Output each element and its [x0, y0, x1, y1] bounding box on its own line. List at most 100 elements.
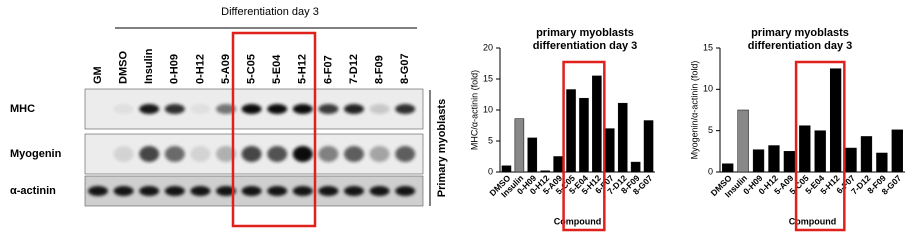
- chart-title: primary myoblasts: [536, 27, 634, 39]
- band: [318, 104, 339, 114]
- bar: [814, 130, 826, 173]
- bar: [768, 145, 780, 173]
- bar: [553, 156, 563, 173]
- bar: [527, 137, 538, 173]
- band: [267, 146, 288, 162]
- band: [241, 186, 262, 196]
- x-axis-label: Compound: [789, 216, 837, 226]
- band: [113, 146, 134, 162]
- y-axis-label: Myogenin/α-actinin (fold): [689, 61, 699, 160]
- bar: [722, 163, 734, 173]
- bar: [566, 89, 576, 173]
- lane-label: Insulin: [143, 48, 155, 84]
- band: [292, 186, 313, 196]
- bar: [540, 170, 550, 173]
- y-tick-label: 10: [703, 84, 713, 94]
- band: [216, 146, 236, 162]
- highlight-box: [794, 60, 846, 232]
- band: [164, 104, 185, 114]
- y-tick-label: 15: [483, 73, 493, 83]
- band: [113, 104, 134, 114]
- lane-label: 5-E04: [271, 54, 283, 84]
- band: [318, 146, 339, 162]
- bar: [605, 128, 615, 173]
- band: [113, 186, 134, 196]
- highlight-box: [562, 60, 606, 232]
- side-label: Primary myoblasts: [436, 99, 448, 197]
- row-label: α-actinin: [10, 185, 56, 197]
- band: [190, 146, 211, 162]
- band: [164, 186, 185, 196]
- y-tick-label: 15: [703, 42, 713, 52]
- band: [344, 146, 364, 162]
- blot-header: Differentiation day 3: [221, 6, 319, 18]
- y-tick-label: 0: [488, 166, 493, 176]
- y-tick-label: 20: [483, 42, 493, 52]
- bar: [630, 161, 641, 173]
- bar: [501, 165, 512, 173]
- lane-label: GM: [92, 66, 104, 84]
- bar: [737, 109, 749, 173]
- bar: [783, 151, 796, 173]
- bar: [799, 125, 811, 173]
- band: [292, 104, 313, 114]
- bar: [876, 152, 888, 173]
- bar: [829, 68, 842, 173]
- y-tick-label: 0: [708, 166, 713, 176]
- band: [395, 186, 416, 196]
- band: [344, 186, 364, 196]
- bar: [891, 129, 903, 173]
- figure: Differentiation day 3 Primary myoblasts …: [10, 6, 905, 232]
- chart-title: differentiation day 3: [748, 40, 853, 52]
- chart-title: differentiation day 3: [533, 40, 638, 52]
- band: [292, 146, 313, 162]
- band: [139, 186, 160, 196]
- bar: [617, 102, 628, 173]
- x-axis-label: Compound: [554, 216, 602, 226]
- band: [241, 146, 262, 162]
- band: [395, 104, 416, 114]
- band: [139, 104, 160, 114]
- bar: [752, 149, 765, 173]
- lane-label: 5-H12: [297, 54, 309, 84]
- chart-title: primary myoblasts: [751, 27, 849, 39]
- band: [344, 104, 364, 114]
- y-axis-label: MHC/α-actinin (fold): [469, 70, 479, 150]
- lane-label: 8-F09: [374, 55, 386, 84]
- lane-label: DMSO: [118, 51, 130, 84]
- band: [241, 104, 262, 114]
- band: [318, 186, 339, 196]
- row-label: MHC: [10, 103, 35, 115]
- lane-label: 6-F07: [322, 55, 334, 84]
- lane-label: 5-C05: [246, 54, 258, 84]
- band: [369, 146, 390, 162]
- band: [369, 104, 390, 114]
- band: [267, 104, 288, 114]
- bar: [845, 147, 857, 173]
- row-label: Myogenin: [10, 148, 62, 160]
- bar: [643, 120, 654, 173]
- y-tick-label: 5: [708, 125, 713, 135]
- band: [216, 186, 236, 196]
- band: [267, 186, 288, 196]
- band: [216, 104, 236, 114]
- lane-label: 5-A09: [220, 54, 232, 84]
- lane-label: 8-G07: [399, 53, 411, 84]
- band: [139, 146, 160, 162]
- lane-label: 0-H12: [194, 54, 206, 84]
- band: [190, 186, 211, 196]
- bar: [514, 118, 525, 173]
- lane-label: 7-D12: [348, 54, 360, 84]
- band: [164, 146, 185, 162]
- band: [395, 146, 416, 162]
- bar: [592, 75, 602, 173]
- band: [190, 104, 211, 114]
- band: [88, 186, 108, 196]
- bar: [579, 97, 589, 173]
- y-tick-label: 10: [483, 104, 493, 114]
- lane-label: 0-H09: [169, 54, 181, 84]
- bar: [860, 136, 873, 173]
- band: [369, 186, 390, 196]
- y-tick-label: 5: [488, 135, 493, 145]
- highlight-box: [231, 31, 317, 228]
